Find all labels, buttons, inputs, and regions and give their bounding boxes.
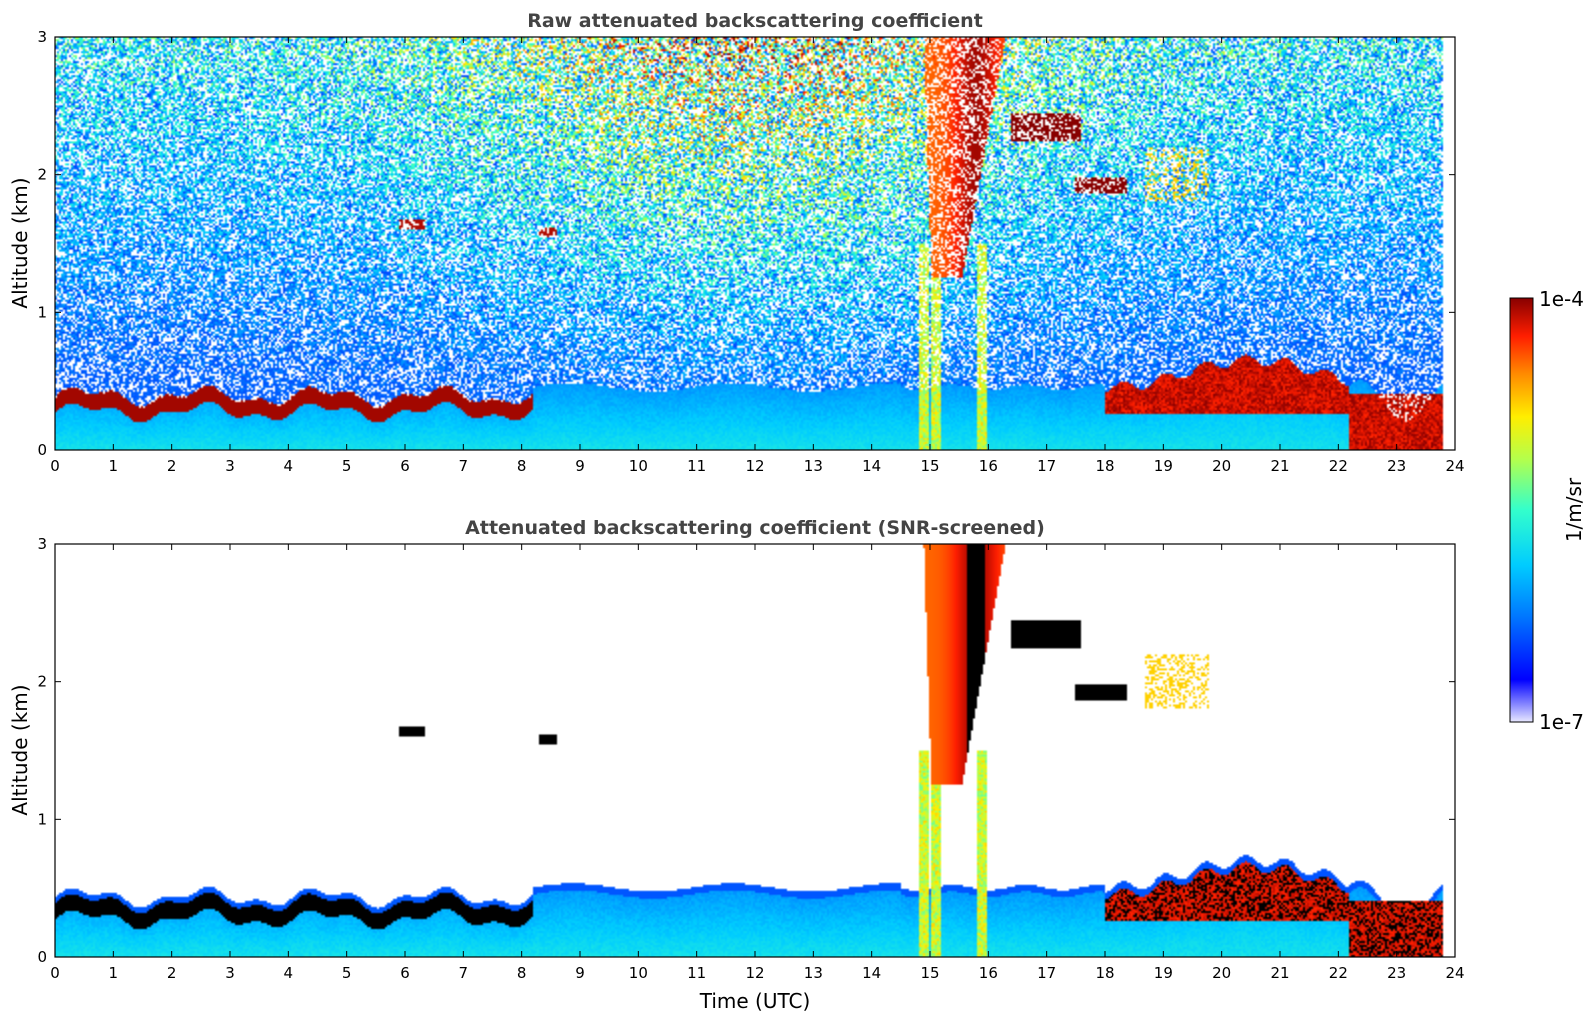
x-tick-label: 17 [1037, 457, 1056, 475]
heatmap-raw [55, 37, 1455, 450]
x-axis-label-screened: Time (UTC) [699, 989, 811, 1013]
x-tick-label: 9 [575, 457, 585, 475]
x-tick-label: 7 [459, 964, 469, 982]
panel-raw: Raw attenuated backscattering coefficien… [8, 10, 1465, 475]
x-tick-label: 19 [1154, 457, 1173, 475]
x-tick-label: 1 [109, 457, 119, 475]
y-tick-label: 2 [37, 166, 47, 184]
y-axis-ticks-raw: 0 1 2 3 [37, 28, 1455, 459]
x-tick-label: 2 [167, 964, 177, 982]
x-tick-label: 22 [1329, 964, 1348, 982]
x-tick-label: 14 [862, 457, 881, 475]
x-tick-label: 16 [979, 964, 998, 982]
x-tick-label: 5 [342, 457, 352, 475]
x-tick-label: 5 [342, 964, 352, 982]
y-axis-ticks-screened: 0 1 2 3 [37, 535, 1455, 966]
x-tick-label: 8 [517, 457, 527, 475]
panel-screened: Attenuated backscattering coefficient (S… [8, 517, 1465, 1013]
x-tick-label: 23 [1387, 457, 1406, 475]
chart-title-screened: Attenuated backscattering coefficient (S… [465, 517, 1045, 539]
y-tick-label: 1 [37, 810, 47, 828]
x-tick-label: 13 [804, 457, 823, 475]
x-tick-label: 3 [225, 457, 235, 475]
x-tick-label: 14 [862, 964, 881, 982]
heatmap-screened [55, 544, 1455, 957]
y-tick-label: 3 [37, 28, 47, 46]
y-tick-label: 3 [37, 535, 47, 553]
x-tick-label: 12 [745, 457, 764, 475]
x-tick-label: 11 [687, 964, 706, 982]
x-tick-label: 16 [979, 457, 998, 475]
x-tick-label: 18 [1095, 964, 1114, 982]
chart-title-raw: Raw attenuated backscattering coefficien… [527, 10, 983, 32]
colorbar-gradient [1509, 297, 1534, 723]
y-tick-label: 0 [37, 441, 47, 459]
x-tick-label: 15 [920, 964, 939, 982]
x-tick-label: 20 [1212, 457, 1231, 475]
x-tick-label: 3 [225, 964, 235, 982]
x-tick-label: 12 [745, 964, 764, 982]
y-axis-label-screened: Altitude (km) [8, 684, 32, 815]
y-tick-label: 2 [37, 673, 47, 691]
x-axis-ticks-raw: 0 1 2 3 4 5 6 7 8 9 10 11 12 13 14 15 16 17 18 19 20 21 22 23 24 [50, 37, 1465, 475]
x-tick-label: 24 [1445, 964, 1464, 982]
x-tick-label: 6 [400, 457, 410, 475]
x-tick-label: 0 [50, 457, 60, 475]
x-tick-label: 18 [1095, 457, 1114, 475]
x-tick-label: 7 [459, 457, 469, 475]
colorbar: 1e-4 1e-7 1/m/sr [1509, 287, 1586, 734]
x-tick-label: 23 [1387, 964, 1406, 982]
x-tick-label: 24 [1445, 457, 1464, 475]
colorbar-min-label: 1e-7 [1539, 710, 1584, 734]
x-tick-label: 9 [575, 964, 585, 982]
y-tick-label: 0 [37, 948, 47, 966]
x-tick-label: 22 [1329, 457, 1348, 475]
x-tick-label: 4 [284, 457, 294, 475]
x-tick-label: 4 [284, 964, 294, 982]
x-tick-label: 17 [1037, 964, 1056, 982]
x-tick-label: 0 [50, 964, 60, 982]
x-tick-label: 10 [629, 457, 648, 475]
x-tick-label: 21 [1270, 964, 1289, 982]
x-tick-label: 2 [167, 457, 177, 475]
x-tick-label: 15 [920, 457, 939, 475]
x-tick-label: 19 [1154, 964, 1173, 982]
x-axis-ticks-screened: 0 1 2 3 4 5 6 7 8 9 10 11 12 13 14 15 16 17 18 19 20 21 22 23 24 [50, 544, 1465, 982]
colorbar-unit-label: 1/m/sr [1562, 477, 1586, 542]
x-tick-label: 10 [629, 964, 648, 982]
x-tick-label: 21 [1270, 457, 1289, 475]
x-tick-label: 1 [109, 964, 119, 982]
colorbar-max-label: 1e-4 [1539, 287, 1584, 311]
x-tick-label: 11 [687, 457, 706, 475]
x-tick-label: 6 [400, 964, 410, 982]
y-tick-label: 1 [37, 303, 47, 321]
x-tick-label: 13 [804, 964, 823, 982]
x-tick-label: 8 [517, 964, 527, 982]
y-axis-label-raw: Altitude (km) [8, 177, 32, 308]
x-tick-label: 20 [1212, 964, 1231, 982]
